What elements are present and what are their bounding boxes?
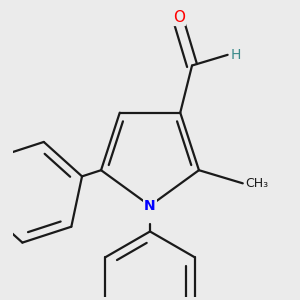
Text: N: N xyxy=(144,199,156,213)
Text: N: N xyxy=(144,199,156,213)
Text: CH₃: CH₃ xyxy=(246,177,269,190)
Text: H: H xyxy=(231,48,242,62)
Text: O: O xyxy=(173,10,185,25)
